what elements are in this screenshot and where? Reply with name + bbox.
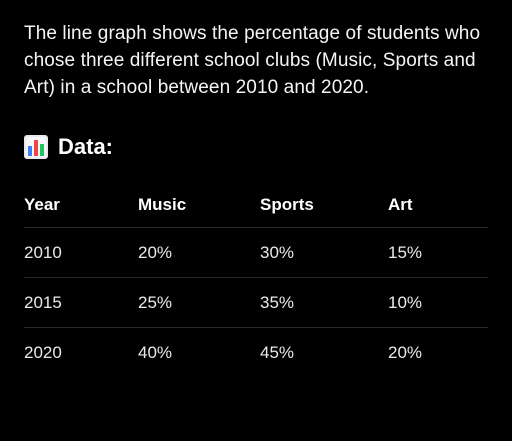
cell-art: 15% <box>388 227 488 278</box>
cell-year: 2015 <box>24 277 138 328</box>
cell-music: 25% <box>138 277 260 328</box>
header-art: Art <box>388 183 488 228</box>
data-heading: Data: <box>24 131 488 163</box>
bar-chart-icon <box>24 135 48 159</box>
cell-sports: 45% <box>260 342 295 362</box>
header-music: Music <box>138 183 260 228</box>
cell-sports: 30% <box>260 227 388 278</box>
table-row: 2010 20% 30% 15% <box>24 227 488 278</box>
header-year: Year <box>24 183 138 228</box>
intro-paragraph: The line graph shows the percentage of s… <box>24 23 481 98</box>
table-row: 2015 25% 35% 10% <box>24 277 488 328</box>
cell-year: 2020 <box>24 342 62 362</box>
table-row: 2020 40% 45% 20% <box>24 328 488 378</box>
cell-year: 2010 <box>24 227 138 278</box>
message-content: The line graph shows the percentage of s… <box>24 20 488 377</box>
cell-sports: 35% <box>260 277 388 328</box>
cell-music: 20% <box>138 227 260 278</box>
data-heading-title: Data: <box>58 134 114 159</box>
cell-art: 10% <box>388 277 488 328</box>
table-header-row: Year Music Sports Art <box>24 183 488 228</box>
cell-music: 40% <box>138 342 173 362</box>
header-sports: Sports <box>260 183 388 228</box>
cell-art: 20% <box>388 342 423 362</box>
data-table: Year Music Sports Art 2010 20% 30% 15% 2… <box>24 183 488 377</box>
